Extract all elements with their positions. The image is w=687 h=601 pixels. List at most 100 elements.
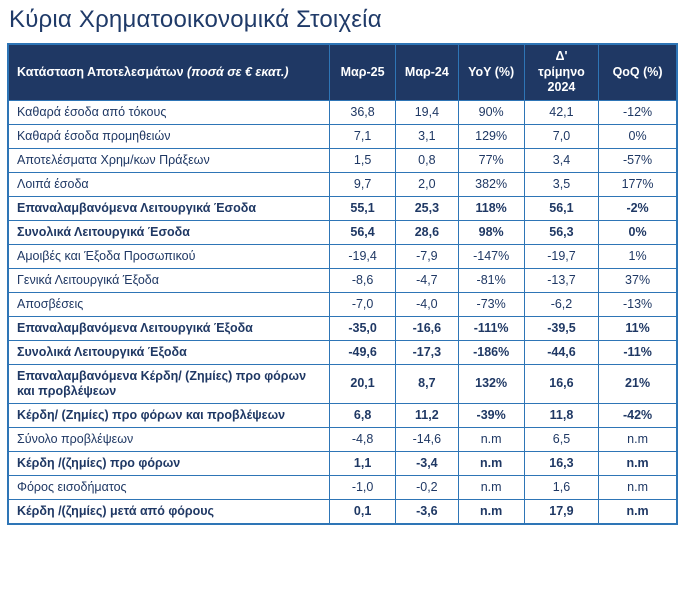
- table-row: Κέρδη /(ζημίες) μετά από φόρους 0,1 -3,6 n.…: [7, 498, 678, 525]
- row-label: Συνολικά Λειτουργικά Έξοδα: [7, 339, 330, 365]
- row-value: 77%: [457, 147, 525, 173]
- row-value: 16,3: [523, 450, 600, 476]
- table-row: Καθαρά έσοδα από τόκους 36,8 19,4 90% 42,1 -1…: [7, 99, 678, 125]
- row-value: 17,9: [523, 498, 600, 525]
- row-label: Αποσβέσεις: [7, 291, 330, 317]
- row-value: -0,2: [395, 474, 459, 500]
- row-value: -12%: [598, 99, 678, 125]
- page-title: Κύρια Χρηματοοικονομικά Στοιχεία: [9, 6, 382, 33]
- row-value: -4,0: [395, 291, 459, 317]
- row-value: -57%: [598, 147, 678, 173]
- row-label: Επαναλαμβανόμενα Λειτουργικά Έξοδα: [7, 315, 330, 341]
- row-value: -7,9: [395, 243, 459, 269]
- row-value: 28,6: [395, 219, 459, 245]
- row-label: Γενικά Λειτουργικά Έξοδα: [7, 267, 330, 293]
- row-value: -14,6: [395, 426, 459, 452]
- row-value: 3,5: [523, 171, 600, 197]
- row-value: 36,8: [328, 99, 397, 125]
- row-value: -73%: [457, 291, 525, 317]
- row-label: Συνολικά Λειτουργικά Έσοδα: [7, 219, 330, 245]
- table-row: Κέρδη /(ζημίες) προ φόρων 1,1 -3,4 n.m 16,3 n…: [7, 450, 678, 476]
- row-label: Επαναλαμβανόμενα Λειτουργικά Έσοδα: [7, 195, 330, 221]
- row-value: 0,1: [328, 498, 397, 525]
- row-label: Φόρος εισοδήματος: [7, 474, 330, 500]
- row-value: 56,4: [328, 219, 397, 245]
- row-value: 25,3: [395, 195, 459, 221]
- row-value: -44,6: [523, 339, 600, 365]
- row-value: -8,6: [328, 267, 397, 293]
- row-label: Λοιπά έσοδα: [7, 171, 330, 197]
- row-value: -111%: [457, 315, 525, 341]
- table-row: Επαναλαμβανόμενα Κέρδη/ (Ζημίες) προ φόρ…: [7, 363, 678, 404]
- row-value: -3,4: [395, 450, 459, 476]
- table-header: Κατάσταση Αποτελεσμάτων (ποσά σε € εκατ.…: [7, 43, 678, 101]
- row-value: n.m: [457, 450, 525, 476]
- table-body: Καθαρά έσοδα από τόκους 36,8 19,4 90% 42,1 -1…: [7, 99, 678, 525]
- financial-results-table: Κατάσταση Αποτελεσμάτων (ποσά σε € εκατ.…: [7, 43, 678, 525]
- row-label: Κέρδη/ (Ζημίες) προ φόρων και προβλέψεων: [7, 402, 330, 428]
- header-income-statement-note: (ποσά σε € εκατ.): [187, 64, 289, 79]
- table-row: Καθαρά έσοδα προμηθειών 7,1 3,1 129% 7,0 0%: [7, 123, 678, 149]
- row-value: 177%: [598, 171, 678, 197]
- row-value: -11%: [598, 339, 678, 365]
- row-label: Κέρδη /(ζημίες) προ φόρων: [7, 450, 330, 476]
- row-value: -42%: [598, 402, 678, 428]
- row-label: Καθαρά έσοδα προμηθειών: [7, 123, 330, 149]
- row-value: -147%: [457, 243, 525, 269]
- row-value: -186%: [457, 339, 525, 365]
- row-value: 56,3: [523, 219, 600, 245]
- row-value: 132%: [457, 363, 525, 404]
- row-value: 11%: [598, 315, 678, 341]
- row-value: 16,6: [523, 363, 600, 404]
- row-value: 1%: [598, 243, 678, 269]
- row-value: 1,6: [523, 474, 600, 500]
- row-value: 11,8: [523, 402, 600, 428]
- row-value: 3,4: [523, 147, 600, 173]
- table-row: Λοιπά έσοδα 9,7 2,0 382% 3,5 177%: [7, 171, 678, 197]
- row-value: -49,6: [328, 339, 397, 365]
- table-row: Αμοιβές και Έξοδα Προσωπικού -19,4 -7,9 -14…: [7, 243, 678, 269]
- row-value: 19,4: [395, 99, 459, 125]
- row-value: n.m: [457, 474, 525, 500]
- table-row: Συνολικά Λειτουργικά Έσοδα 56,4 28,6 98% 56,…: [7, 219, 678, 245]
- row-value: n.m: [598, 498, 678, 525]
- row-value: 56,1: [523, 195, 600, 221]
- row-value: 90%: [457, 99, 525, 125]
- header-q4-2024: Δ' τρίμηνο 2024: [523, 43, 600, 101]
- table-row: Αποτελέσματα Χρημ/κων Πράξεων 1,5 0,8 77% 3,…: [7, 147, 678, 173]
- row-value: 21%: [598, 363, 678, 404]
- row-value: 3,1: [395, 123, 459, 149]
- row-value: 0,8: [395, 147, 459, 173]
- table-row: Κέρδη/ (Ζημίες) προ φόρων και προβλέψεων…: [7, 402, 678, 428]
- row-value: -39%: [457, 402, 525, 428]
- table-row: Σύνολο προβλέψεων -4,8 -14,6 n.m 6,5 n.m: [7, 426, 678, 452]
- row-value: n.m: [598, 450, 678, 476]
- row-value: n.m: [598, 426, 678, 452]
- table-row: Γενικά Λειτουργικά Έξοδα -8,6 -4,7 -81% -13,…: [7, 267, 678, 293]
- row-label: Κέρδη /(ζημίες) μετά από φόρους: [7, 498, 330, 525]
- row-value: -19,4: [328, 243, 397, 269]
- header-row: Κατάσταση Αποτελεσμάτων (ποσά σε € εκατ.…: [7, 43, 678, 101]
- row-value: 0%: [598, 123, 678, 149]
- row-value: 9,7: [328, 171, 397, 197]
- header-income-statement: Κατάσταση Αποτελεσμάτων (ποσά σε € εκατ.…: [7, 43, 330, 101]
- table-row: Συνολικά Λειτουργικά Έξοδα -49,6 -17,3 -186…: [7, 339, 678, 365]
- row-value: -3,6: [395, 498, 459, 525]
- row-value: 1,5: [328, 147, 397, 173]
- row-value: -4,8: [328, 426, 397, 452]
- row-value: 8,7: [395, 363, 459, 404]
- row-value: 2,0: [395, 171, 459, 197]
- row-label: Αποτελέσματα Χρημ/κων Πράξεων: [7, 147, 330, 173]
- row-value: 11,2: [395, 402, 459, 428]
- header-income-statement-main: Κατάσταση Αποτελεσμάτων: [17, 64, 184, 79]
- row-value: 42,1: [523, 99, 600, 125]
- row-value: -2%: [598, 195, 678, 221]
- row-label: Αμοιβές και Έξοδα Προσωπικού: [7, 243, 330, 269]
- row-value: 6,8: [328, 402, 397, 428]
- row-value: -4,7: [395, 267, 459, 293]
- row-value: 55,1: [328, 195, 397, 221]
- table-row: Επαναλαμβανόμενα Λειτουργικά Έσοδα 55,1 25…: [7, 195, 678, 221]
- row-value: 382%: [457, 171, 525, 197]
- table-row: Αποσβέσεις -7,0 -4,0 -73% -6,2 -13%: [7, 291, 678, 317]
